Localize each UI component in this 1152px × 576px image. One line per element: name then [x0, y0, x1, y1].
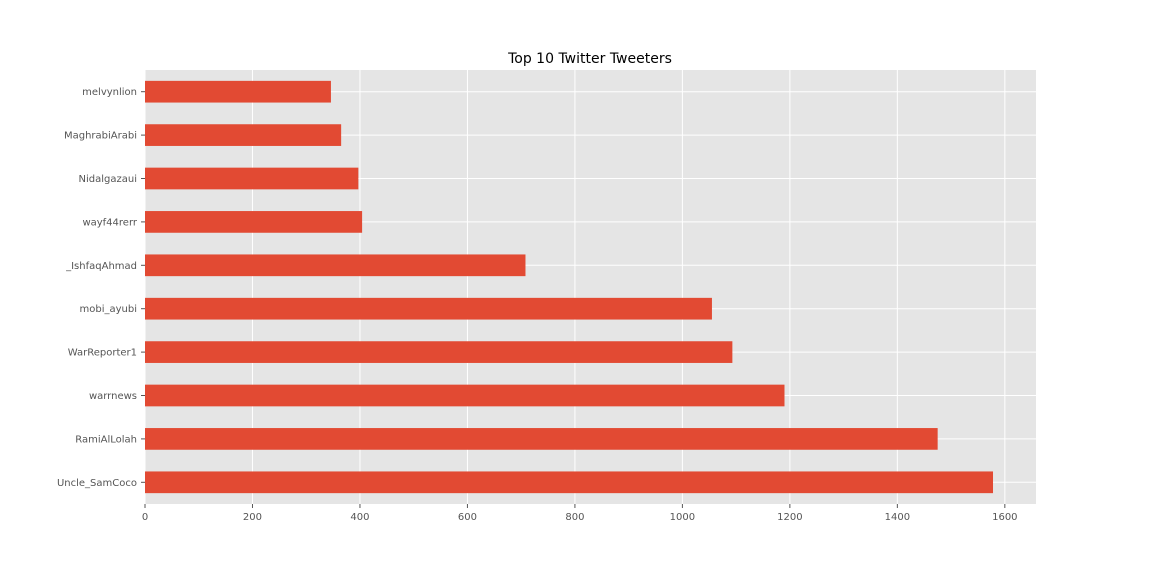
y-tick-label: warrnews: [89, 391, 137, 402]
x-tick-label: 1000: [670, 512, 695, 523]
y-tick-label: RamiAlLolah: [75, 434, 137, 445]
y-tick-label: WarReporter1: [68, 348, 137, 359]
bar: [145, 211, 363, 233]
bar: [145, 297, 712, 320]
chart-title: Top 10 Twitter Tweeters: [507, 51, 672, 67]
x-tick-label: 0: [142, 512, 148, 523]
y-tick-label: Uncle_SamCoco: [57, 478, 137, 489]
bar: [145, 167, 359, 190]
bar: [145, 341, 733, 363]
x-tick-label: 1600: [992, 512, 1017, 523]
bar: [145, 428, 938, 450]
y-tick-label: MaghrabiArabi: [64, 131, 137, 142]
x-tick-label: 600: [458, 512, 477, 523]
x-tick-label: 400: [350, 512, 369, 523]
bar: [145, 124, 342, 146]
bar: [145, 254, 526, 277]
y-tick-label: mobi_ayubi: [80, 304, 138, 315]
x-tick-label: 1200: [777, 512, 802, 523]
y-tick-label: Nidalgazaui: [79, 174, 137, 185]
x-tick-label: 200: [243, 512, 262, 523]
x-tick-label: 1400: [885, 512, 910, 523]
bars: [145, 80, 994, 494]
x-axis-ticks: 0 200 400 600 800 1000 1200 1400 1600: [142, 504, 1018, 523]
bar: [145, 471, 994, 494]
y-tick-label: melvynlion: [82, 87, 137, 98]
x-tick-label: 800: [565, 512, 584, 523]
y-tick-label: _IshfaqAhmad: [65, 261, 137, 272]
bar: [145, 80, 331, 103]
y-axis-ticks: Uncle_SamCoco RamiAlLolah warrnews WarRepor…: [57, 87, 145, 489]
y-tick-label: wayf44rerr: [82, 217, 137, 228]
bar: [145, 384, 785, 407]
